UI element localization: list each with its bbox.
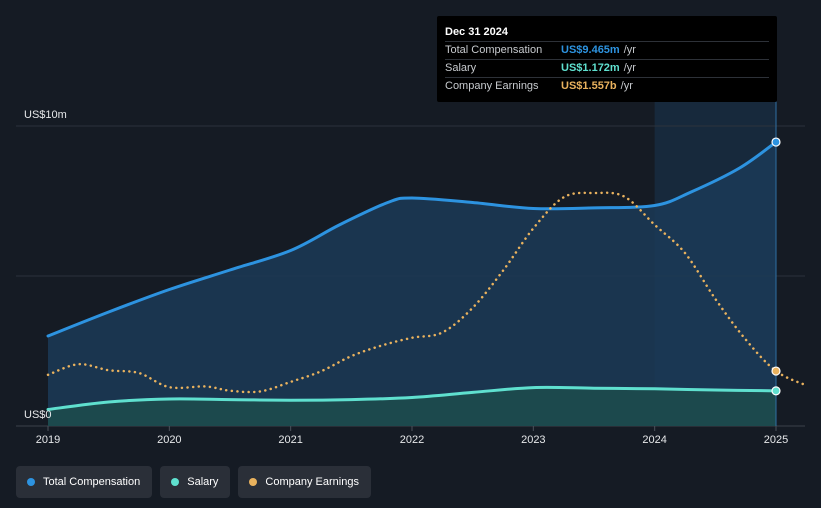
- tooltip-value: US$9.465m: [561, 44, 620, 56]
- total-compensation-area: [48, 142, 776, 427]
- tooltip-value: US$1.172m: [561, 62, 620, 74]
- legend-item-salary[interactable]: Salary: [160, 466, 231, 498]
- tooltip-date: Dec 31 2024: [445, 26, 508, 38]
- legend-label: Salary: [187, 476, 219, 488]
- legend-label: Total Compensation: [43, 476, 141, 488]
- end-marker-company-earnings: [771, 366, 781, 376]
- x-tick-label: 2023: [521, 434, 545, 446]
- tooltip-unit: /yr: [623, 44, 636, 56]
- salary-area: [48, 387, 776, 426]
- dot-icon: [171, 478, 180, 486]
- tooltip-unit: /yr: [620, 80, 633, 92]
- x-tick-label: 2025: [764, 434, 788, 446]
- tooltip: Dec 31 2024 Total Compensation US$9.465m…: [437, 16, 777, 102]
- y-axis-label-bottom: US$0: [24, 409, 52, 421]
- x-tick-label: 2019: [36, 434, 60, 446]
- x-tick-label: 2020: [157, 434, 181, 446]
- tooltip-label: Salary: [445, 62, 477, 74]
- tooltip-row-total-compensation: Total Compensation US$9.465m /yr: [445, 41, 769, 59]
- legend: Total Compensation Salary Company Earnin…: [16, 466, 371, 498]
- tooltip-label: Total Compensation: [445, 44, 543, 56]
- x-tick-label: 2024: [642, 434, 666, 446]
- x-tick-label: 2022: [400, 434, 424, 446]
- end-marker-salary: [771, 386, 781, 396]
- tooltip-label: Company Earnings: [445, 80, 539, 92]
- tooltip-row-salary: Salary US$1.172m /yr: [445, 59, 769, 77]
- legend-item-total-compensation[interactable]: Total Compensation: [16, 466, 153, 498]
- end-marker-total-compensation: [771, 137, 781, 147]
- dot-icon: [249, 478, 258, 486]
- tooltip-unit: /yr: [623, 62, 636, 74]
- dot-icon: [27, 478, 35, 486]
- total-compensation-line: [46, 140, 778, 338]
- salary-line: [46, 385, 778, 411]
- tooltip-row-company-earnings: Company Earnings US$1.557b /yr: [445, 77, 769, 95]
- tooltip-value: US$1.557b: [561, 80, 617, 92]
- legend-label: Company Earnings: [265, 476, 359, 488]
- x-tick-label: 2021: [278, 434, 302, 446]
- y-axis-label-top: US$10m: [24, 109, 67, 121]
- legend-item-company-earnings[interactable]: Company Earnings: [238, 466, 371, 498]
